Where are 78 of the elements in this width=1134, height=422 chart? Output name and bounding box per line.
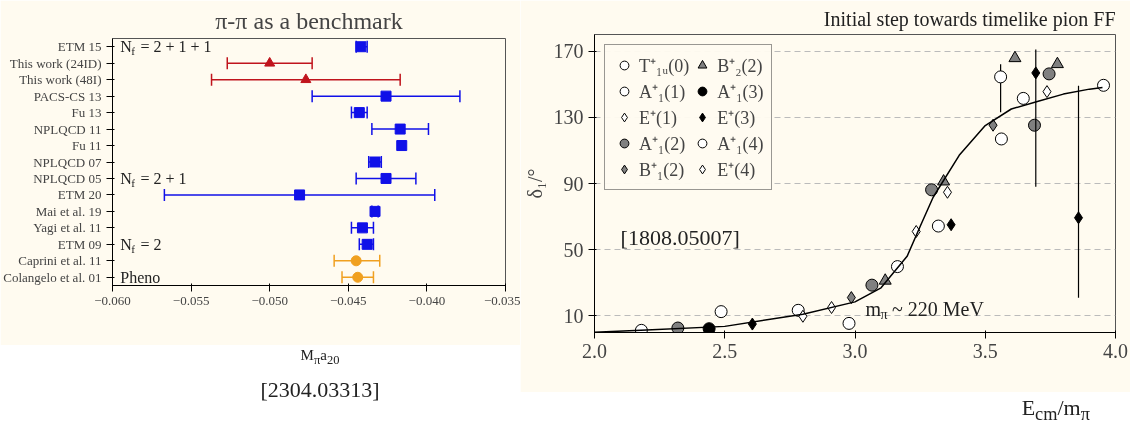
- x-tick-label: −0.035: [483, 292, 521, 308]
- legend-label: A⁺₁(3): [717, 81, 764, 103]
- point: [931, 219, 945, 233]
- point: [1016, 91, 1030, 105]
- point: [988, 118, 998, 132]
- y-tick-label: ETM 09: [57, 236, 102, 252]
- point: [994, 132, 1008, 146]
- point: [846, 291, 856, 305]
- point: [1097, 78, 1111, 92]
- point: [380, 90, 392, 102]
- y-tick-label: ETM 20: [57, 187, 102, 203]
- y-tick-label: NPLQCD 05: [33, 170, 102, 186]
- y-tick-label: Yagi et al. 11: [33, 220, 102, 236]
- y-tick-label: PACS-CS 13: [33, 88, 102, 104]
- point: [1042, 67, 1056, 81]
- y-tick-label: 50: [563, 238, 584, 261]
- point: [942, 185, 952, 199]
- point: [994, 70, 1008, 84]
- point: [300, 73, 312, 84]
- y-tick-label: Fu 11: [72, 138, 102, 154]
- point: [925, 183, 939, 197]
- point: [294, 189, 306, 201]
- chart-title: π-π as a benchmark: [215, 7, 403, 34]
- y-tick-label: Colangelo et al. 01: [3, 269, 102, 285]
- point: [380, 172, 392, 184]
- y-tick-label: NPLQCD 07: [33, 154, 102, 170]
- point: [352, 271, 364, 283]
- y-tick-label: This work (24ID): [9, 55, 102, 71]
- legend-label: B⁺₁(2): [639, 159, 685, 181]
- legend-label: A⁺₁(4): [717, 133, 764, 155]
- x-tick-label: −0.040: [408, 292, 446, 308]
- x-tick-label: 2.5: [712, 339, 738, 362]
- x-tick-label: −0.045: [330, 292, 367, 308]
- point: [1008, 50, 1022, 63]
- annotation: [1808.05007]: [620, 224, 740, 250]
- point: [350, 255, 362, 267]
- y-tick-label: 10: [563, 304, 584, 327]
- point: [865, 278, 879, 292]
- point: [714, 305, 728, 319]
- legend-label: E⁺(1): [639, 107, 677, 129]
- legend-label: A⁺₁(1): [639, 81, 686, 103]
- point: [396, 140, 408, 152]
- point: [264, 56, 276, 67]
- y-tick-label: 170: [553, 40, 584, 63]
- x-tick-label: 4.0: [1103, 339, 1128, 362]
- x-axis-title: E$_{cm}$/m$_{π}$: [1021, 394, 1090, 422]
- point: [1042, 85, 1052, 99]
- point: [1050, 56, 1064, 69]
- x-axis-title: M$_{π}$a$_{20}$: [300, 346, 340, 369]
- x-tick-label: −0.055: [172, 292, 210, 308]
- annotation: Pheno: [120, 268, 161, 286]
- point: [946, 218, 956, 232]
- legend-label: E⁺(4): [717, 159, 756, 181]
- y-tick-label: NPLQCD 11: [33, 121, 102, 137]
- y-axis-title: δ₁/°: [523, 168, 546, 199]
- x-tick-label: −0.050: [251, 292, 288, 308]
- point: [394, 123, 406, 135]
- point: [1031, 66, 1041, 80]
- legend-label: A⁺₁(2): [639, 133, 686, 155]
- y-tick-label: Fu 13: [71, 105, 102, 121]
- x-tick-label: 3.5: [972, 339, 998, 362]
- legend-label: B⁺₂(2): [717, 55, 763, 77]
- x-tick-label: 2.0: [582, 339, 607, 362]
- y-tick-label: 130: [553, 106, 584, 129]
- text: [2304.03313]: [260, 375, 380, 404]
- legend-label: E⁺(3): [717, 107, 756, 129]
- x-tick-label: 3.0: [842, 339, 868, 362]
- y-tick-label: ETM 15: [57, 39, 102, 55]
- point: [1074, 211, 1084, 225]
- point: [356, 222, 368, 234]
- legend-label: T⁺₁ᵤ(0): [639, 55, 690, 77]
- y-tick-label: This work (48I): [19, 72, 102, 88]
- y-tick-label: Mai et al. 19: [35, 203, 102, 219]
- x-tick-label: −0.060: [94, 292, 131, 308]
- point: [842, 316, 856, 330]
- chart-title: Initial step towards timelike pion FF: [823, 7, 1116, 31]
- y-tick-label: Caprini et al. 11: [18, 253, 102, 269]
- y-tick-label: 90: [563, 172, 584, 195]
